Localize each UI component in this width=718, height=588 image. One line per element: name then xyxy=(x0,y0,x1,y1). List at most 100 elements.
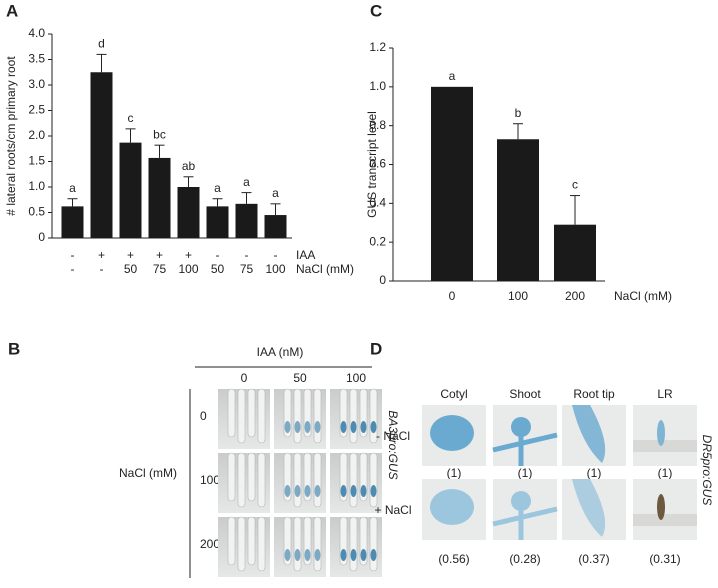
primary-root xyxy=(633,514,697,526)
row-label: 0 xyxy=(200,409,207,423)
y-tick-label: 0 xyxy=(38,230,45,244)
tissue-photo xyxy=(633,405,697,466)
x-tick-label: + xyxy=(98,248,105,262)
y-tick-label: 3.5 xyxy=(28,52,45,66)
column-title: IAA (nM) xyxy=(257,345,304,359)
y-tick-label: 1.5 xyxy=(28,154,45,168)
x-tick-label: 0 xyxy=(449,289,456,303)
y-tick-label: 2.5 xyxy=(28,103,45,117)
gus-stain xyxy=(284,549,291,561)
row-label: 200 xyxy=(200,537,220,551)
expression-ratio: (1) xyxy=(658,466,673,480)
gus-stain xyxy=(294,421,301,433)
bar xyxy=(431,86,473,281)
gus-stain xyxy=(340,485,347,497)
x-tick-label: 200 xyxy=(565,289,585,303)
x-tick-label: 75 xyxy=(240,262,254,276)
root xyxy=(237,452,246,508)
significance-letter: a xyxy=(272,186,279,200)
stem xyxy=(492,432,558,466)
gus-stain xyxy=(314,485,321,497)
y-tick-label: 3.0 xyxy=(28,77,45,91)
shoot xyxy=(511,417,531,437)
shoot xyxy=(511,491,531,511)
y-tick-label: 0.5 xyxy=(28,205,45,219)
x-tick-label: - xyxy=(274,248,278,262)
bar xyxy=(235,203,258,238)
gus-stain xyxy=(314,549,321,561)
x-tick-label: + xyxy=(127,248,134,262)
gus-stain xyxy=(284,421,291,433)
significance-letter: d xyxy=(98,37,105,51)
root xyxy=(349,388,358,444)
column-label: Root tip xyxy=(573,387,615,401)
tissue-photo xyxy=(633,479,697,540)
x-row-label: NaCl (mM) xyxy=(296,262,354,276)
bar xyxy=(497,139,539,281)
gus-stain xyxy=(294,549,301,561)
gus-stain xyxy=(304,421,311,433)
bar xyxy=(61,206,84,238)
bar xyxy=(554,224,596,281)
gus-stain xyxy=(370,421,377,433)
significance-letter: a xyxy=(214,181,221,195)
column-label: Cotyl xyxy=(440,387,467,401)
root xyxy=(349,516,358,572)
root xyxy=(349,452,358,508)
gus-stain xyxy=(370,485,377,497)
x-tick-label: - xyxy=(71,248,75,262)
row-label: - NaCl xyxy=(376,429,410,443)
root xyxy=(227,452,236,502)
root xyxy=(247,516,256,566)
root xyxy=(293,516,302,572)
y-tick-label: 0.8 xyxy=(369,118,386,132)
significance-letter: a xyxy=(69,181,76,195)
x-tick-label: 50 xyxy=(124,262,138,276)
root xyxy=(369,516,378,572)
significance-letter: c xyxy=(128,111,134,125)
column-label: Shoot xyxy=(509,387,541,401)
expression-ratio: (1) xyxy=(587,466,602,480)
gus-stain xyxy=(340,421,347,433)
bar xyxy=(264,215,287,238)
significance-letter: a xyxy=(449,69,456,83)
y-tick-label: 1.0 xyxy=(369,79,386,93)
bar xyxy=(148,157,171,238)
significance-letter: b xyxy=(515,106,522,120)
root xyxy=(313,516,322,572)
root xyxy=(247,452,256,502)
x-tick-label: - xyxy=(245,248,249,262)
expression-ratio: (0.56) xyxy=(438,552,469,566)
stem xyxy=(492,506,558,540)
gus-stain xyxy=(284,485,291,497)
root xyxy=(227,388,236,438)
panel-label: A xyxy=(6,1,18,20)
y-axis-label: GUS transcript level xyxy=(365,111,379,218)
bar xyxy=(119,142,142,238)
x-tick-label: + xyxy=(156,248,163,262)
significance-letter: ab xyxy=(182,159,196,173)
root xyxy=(247,388,256,438)
y-tick-label: 1.0 xyxy=(28,179,45,193)
column-label: 50 xyxy=(293,371,307,385)
expression-ratio: (1) xyxy=(518,466,533,480)
x-tick-label: 100 xyxy=(178,262,198,276)
significance-letter: bc xyxy=(153,127,166,141)
gus-stain xyxy=(360,549,367,561)
y-tick-label: 2.0 xyxy=(28,128,45,142)
column-label: 100 xyxy=(346,371,366,385)
root xyxy=(257,452,266,508)
significance-letter: c xyxy=(572,178,578,192)
lateral-root xyxy=(657,494,665,520)
expression-ratio: (0.31) xyxy=(649,552,680,566)
x-tick-label: 100 xyxy=(508,289,528,303)
cotyledon xyxy=(430,489,474,525)
bar xyxy=(206,206,229,238)
y-tick-label: 4.0 xyxy=(28,26,45,40)
gus-stain xyxy=(360,421,367,433)
cotyledon xyxy=(430,415,474,451)
row-title: NaCl (mM) xyxy=(119,466,177,480)
y-tick-label: 0 xyxy=(379,273,386,287)
x-tick-label: + xyxy=(185,248,192,262)
